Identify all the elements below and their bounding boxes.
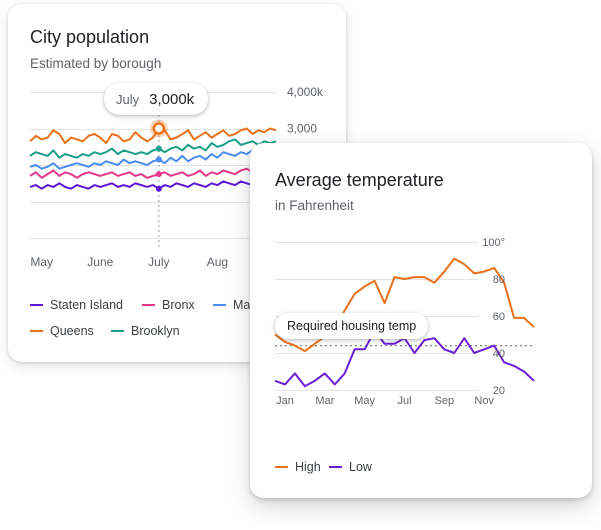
- x-tick-label: May: [30, 255, 53, 269]
- legend-label: Staten Island: [50, 298, 123, 312]
- series-line-high: [274, 257, 535, 353]
- series-line-queens: [29, 127, 277, 145]
- highlight-point-bronx: [155, 171, 162, 178]
- legend-label: High: [295, 460, 321, 474]
- legend-item-staten-island[interactable]: Staten Island: [30, 298, 123, 312]
- highlight-point-manhattan: [155, 156, 162, 163]
- population-subtitle: Estimated by borough: [30, 56, 162, 71]
- legend-item-brooklyn[interactable]: Brooklyn: [111, 324, 180, 338]
- y-tick-label: 3,000: [287, 122, 317, 136]
- x-tick-label: Aug: [207, 255, 228, 269]
- legend-swatch: [329, 466, 342, 468]
- legend-label: Queens: [50, 324, 94, 338]
- series-line-manhattan: [29, 147, 277, 170]
- series-line-bronx: [29, 167, 277, 179]
- legend-item-high[interactable]: High: [275, 460, 321, 474]
- population-title: City population: [30, 27, 150, 47]
- legend-item-manhattan[interactable]: Ma: [213, 298, 250, 312]
- y-tick-label: 100°: [482, 237, 505, 249]
- y-tick-label: 20: [493, 385, 505, 397]
- x-tick-label: Jul: [397, 395, 411, 407]
- x-tick-label: May: [354, 395, 375, 407]
- legend-swatch: [30, 304, 43, 306]
- highlight-point-queens: [152, 122, 166, 135]
- population-tooltip: July 3,000k: [104, 83, 209, 115]
- housing-temp-annotation: Required housing temp: [275, 313, 429, 339]
- x-tick-label: Nov: [474, 395, 494, 407]
- y-tick-label: 40: [493, 348, 505, 360]
- x-tick-label: July: [148, 255, 169, 269]
- x-tick-label: Jan: [276, 395, 294, 407]
- x-tick-label: Sep: [435, 395, 455, 407]
- legend-swatch: [30, 330, 43, 332]
- tooltip-value: 3,000k: [149, 90, 195, 108]
- legend-item-bronx[interactable]: Bronx: [142, 298, 195, 312]
- y-tick-label: 60: [493, 311, 505, 323]
- legend-swatch: [275, 466, 288, 468]
- legend-item-queens[interactable]: Queens: [30, 324, 94, 338]
- legend-swatch: [111, 330, 124, 332]
- legend-label: Brooklyn: [131, 324, 180, 338]
- y-tick-label: 80: [493, 274, 505, 286]
- temperature-title: Average temperature: [275, 170, 444, 190]
- highlight-point-staten-island: [155, 185, 162, 192]
- series-line-brooklyn: [29, 138, 277, 159]
- temperature-subtitle: in Fahrenheit: [275, 198, 354, 213]
- legend-swatch: [213, 304, 226, 306]
- legend-item-low[interactable]: Low: [329, 460, 372, 474]
- legend-label: Low: [349, 460, 372, 474]
- legend-label: Bronx: [162, 298, 195, 312]
- series-line-staten-island: [29, 180, 277, 190]
- tooltip-month: July: [116, 91, 140, 107]
- legend-swatch: [142, 304, 155, 306]
- annotation-label: Required housing temp: [287, 319, 417, 333]
- highlight-point-brooklyn: [155, 145, 162, 152]
- x-tick-label: June: [87, 255, 113, 269]
- legend-label: Ma: [233, 298, 251, 312]
- x-tick-label: Mar: [315, 395, 334, 407]
- y-tick-label: 4,000k: [287, 85, 324, 99]
